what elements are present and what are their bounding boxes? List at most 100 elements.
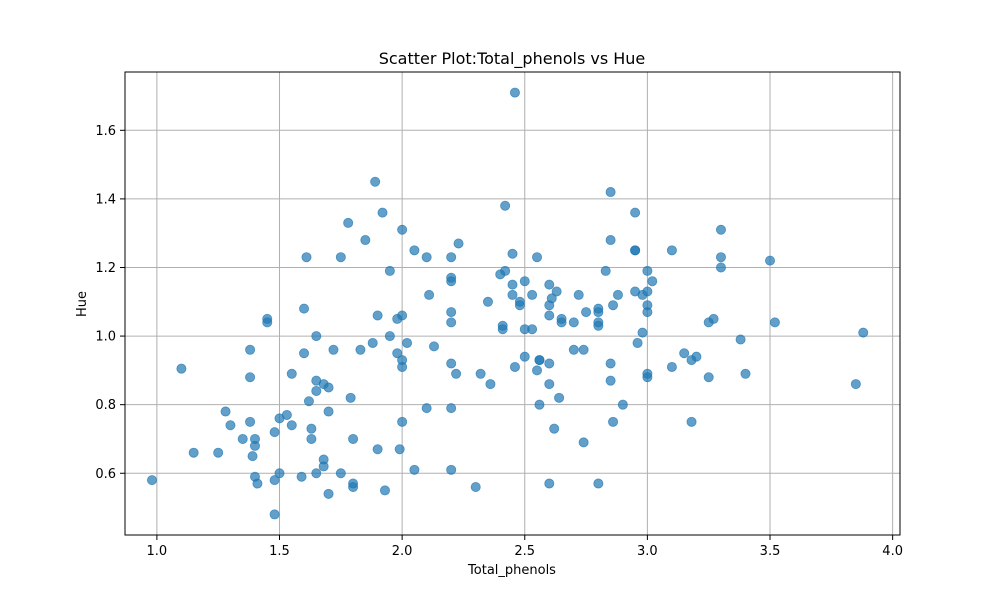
scatter-point bbox=[394, 444, 405, 455]
scatter-point bbox=[355, 344, 366, 355]
scatter-point bbox=[642, 265, 653, 276]
scatter-point bbox=[323, 382, 334, 393]
scatter-point bbox=[146, 475, 157, 486]
scatter-point bbox=[249, 433, 260, 444]
scatter-point bbox=[544, 379, 555, 390]
scatter-point bbox=[544, 279, 555, 290]
scatter-point bbox=[451, 368, 462, 379]
scatter-point bbox=[348, 481, 359, 492]
scatter-point bbox=[549, 423, 560, 434]
scatter-point bbox=[519, 276, 530, 287]
scatter-point bbox=[500, 265, 511, 276]
scatter-point bbox=[245, 344, 256, 355]
scatter-point bbox=[554, 392, 565, 403]
y-tick-label: 1.2 bbox=[95, 261, 116, 276]
scatter-point bbox=[666, 361, 677, 372]
scatter-point bbox=[306, 433, 317, 444]
scatter-point bbox=[509, 361, 520, 372]
scatter-point bbox=[527, 324, 538, 335]
scatter-point bbox=[666, 245, 677, 256]
scatter-point bbox=[578, 437, 589, 448]
scatter-point bbox=[532, 252, 543, 263]
scatter-point bbox=[446, 464, 457, 475]
chart-title: Scatter Plot:Total_phenols vs Hue bbox=[379, 49, 646, 69]
scatter-point bbox=[608, 300, 619, 311]
scatter-point bbox=[301, 252, 312, 263]
scatter-point bbox=[593, 478, 604, 489]
scatter-point bbox=[397, 361, 408, 372]
scatter-point bbox=[318, 461, 329, 472]
scatter-point bbox=[573, 289, 584, 300]
y-tick-label: 1.6 bbox=[95, 124, 116, 139]
scatter-point bbox=[600, 265, 611, 276]
scatter-point bbox=[691, 351, 702, 362]
scatter-point bbox=[360, 235, 371, 246]
scatter-point bbox=[269, 475, 280, 486]
scatter-point bbox=[384, 331, 395, 342]
scatter-point bbox=[299, 303, 310, 314]
scatter-point bbox=[514, 300, 525, 311]
scatter-point bbox=[299, 348, 310, 359]
scatter-point bbox=[507, 248, 518, 259]
x-axis-ticks: 1.0 1.5 2.0 2.5 3.0 3.5 4.0 bbox=[147, 535, 903, 559]
scatter-point bbox=[379, 485, 390, 496]
scatter-point bbox=[348, 433, 359, 444]
scatter-point bbox=[384, 265, 395, 276]
scatter-point bbox=[593, 307, 604, 318]
scatter-point bbox=[372, 444, 383, 455]
scatter-point bbox=[377, 207, 388, 218]
scatter-point bbox=[446, 307, 457, 318]
scatter-point bbox=[507, 289, 518, 300]
scatter-point bbox=[424, 289, 435, 300]
scatter-point bbox=[532, 365, 543, 376]
x-tick-label: 1.0 bbox=[147, 544, 168, 559]
y-tick-label: 0.6 bbox=[95, 467, 116, 482]
scatter-point bbox=[335, 252, 346, 263]
x-tick-label: 2.5 bbox=[514, 544, 535, 559]
x-tick-label: 1.5 bbox=[269, 544, 290, 559]
scatter-point bbox=[500, 200, 511, 211]
scatter-point bbox=[470, 481, 481, 492]
scatter-point bbox=[328, 344, 339, 355]
plot-area-frame bbox=[124, 71, 901, 536]
scatter-point bbox=[446, 276, 457, 287]
scatter-point bbox=[323, 406, 334, 417]
scatter-point bbox=[421, 252, 432, 263]
scatter-point bbox=[534, 355, 545, 366]
scatter-point bbox=[612, 289, 623, 300]
scatter-point bbox=[409, 245, 420, 256]
scatter-point bbox=[245, 372, 256, 383]
scatter-point bbox=[475, 368, 486, 379]
scatter-point bbox=[237, 433, 248, 444]
scatter-point bbox=[546, 293, 557, 304]
scatter-point bbox=[519, 351, 530, 362]
scatter-point bbox=[311, 331, 322, 342]
scatter-point bbox=[311, 468, 322, 479]
scatter-point bbox=[608, 416, 619, 427]
scatter-point bbox=[176, 363, 187, 374]
scatter-point bbox=[311, 385, 322, 396]
scatter-point bbox=[544, 310, 555, 321]
scatter-point bbox=[568, 317, 579, 328]
scatter-point bbox=[605, 187, 616, 198]
scatter-point bbox=[509, 87, 520, 98]
scatter-point bbox=[446, 358, 457, 369]
scatter-point bbox=[446, 317, 457, 328]
scatter-point bbox=[708, 313, 719, 324]
scatter-point bbox=[281, 409, 292, 420]
scatter-point bbox=[630, 245, 641, 256]
scatter-point bbox=[605, 358, 616, 369]
scatter-point bbox=[269, 509, 280, 520]
scatter-point bbox=[370, 176, 381, 187]
y-tick-label: 0.8 bbox=[95, 398, 116, 413]
scatter-point bbox=[296, 471, 307, 482]
scatter-point bbox=[306, 423, 317, 434]
scatter-point bbox=[551, 286, 562, 297]
scatter-point bbox=[581, 307, 592, 318]
scatter-point bbox=[578, 344, 589, 355]
scatter-point bbox=[286, 420, 297, 431]
x-tick-label: 2.0 bbox=[392, 544, 413, 559]
scatter-point bbox=[858, 327, 869, 338]
